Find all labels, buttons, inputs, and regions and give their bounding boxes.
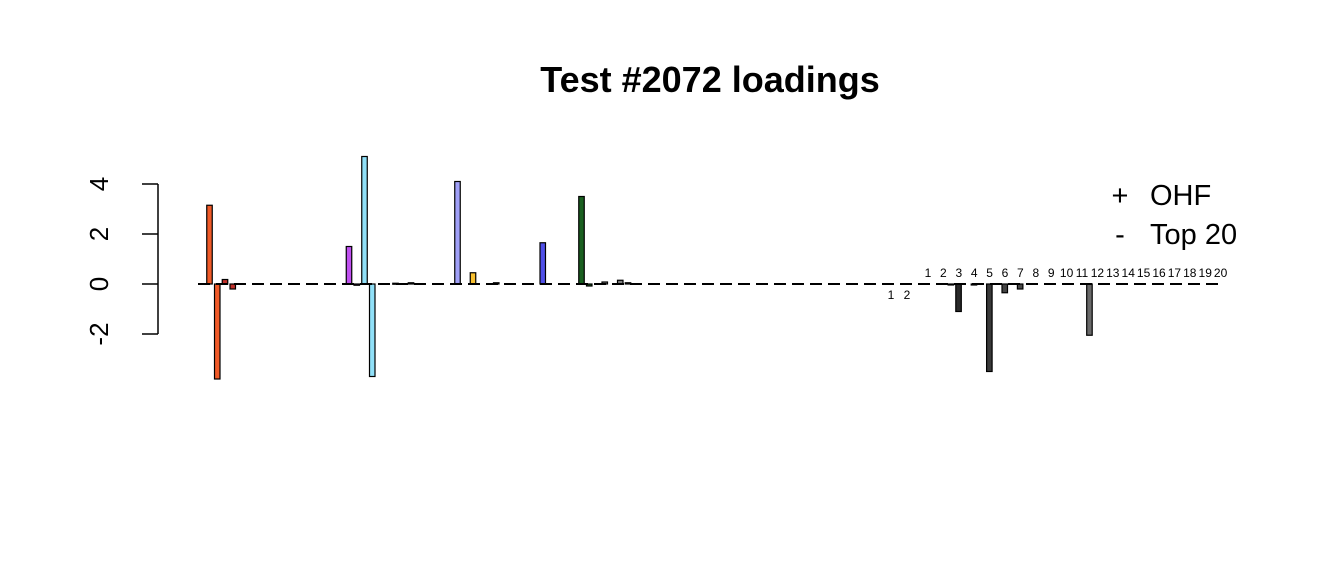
top20-index-label: 20 (1214, 266, 1228, 280)
index-labels-group: 1 2 3 4 5 6 7 8 9 10 11 12 13 14 15 16 17 18 19 201 2 (888, 266, 1228, 302)
bar-ohf (407, 282, 415, 285)
y-tick-label: 0 (84, 277, 114, 291)
bar-ohf (454, 180, 461, 285)
y-tick-label: 4 (84, 177, 114, 191)
top20-index-label: 7 (1017, 266, 1024, 280)
legend-symbol-plus: + (1112, 180, 1129, 212)
bar-ohf (539, 242, 547, 285)
y-axis: -2 0 2 4 (84, 177, 159, 346)
top20-index-label: 9 (1048, 266, 1055, 280)
bar-ohf (345, 245, 353, 285)
top20-index-label: 17 (1168, 266, 1182, 280)
top20-index-label: 6 (1002, 266, 1009, 280)
bar-ohf (213, 283, 221, 380)
top20-index-label: 1 (925, 266, 932, 280)
top20-index-label: 13 (1106, 266, 1120, 280)
bar-ohf (353, 283, 361, 286)
top20-index-label: 12 (1091, 266, 1105, 280)
bar-top20 (1001, 283, 1009, 294)
top20-index-label: 19 (1199, 266, 1213, 280)
top20-index-label: 14 (1122, 266, 1136, 280)
bars-group (206, 155, 1093, 380)
bar-top20 (985, 283, 993, 373)
legend: + OHF - Top 20 (1112, 180, 1238, 251)
bar-top20 (955, 283, 962, 313)
ohf-index-label: 1 (888, 288, 895, 302)
bar-ohf (206, 204, 213, 285)
bar-top20 (947, 283, 955, 286)
top20-index-label: 3 (955, 266, 962, 280)
bar-top20 (1016, 283, 1024, 290)
bar-top20 (1086, 283, 1093, 336)
bar-ohf (469, 272, 477, 285)
ohf-index-label: 2 (904, 288, 911, 302)
y-tick-label: -2 (84, 322, 114, 345)
bar-ohf (368, 283, 376, 378)
bar-ohf (624, 282, 632, 285)
legend-label-ohf: OHF (1150, 180, 1211, 212)
legend-symbol-minus: - (1115, 219, 1125, 251)
top20-index-label: 15 (1137, 266, 1151, 280)
top20-index-label: 8 (1032, 266, 1039, 280)
bar-ohf (361, 155, 368, 285)
chart-title: Test #2072 loadings (540, 59, 879, 100)
top20-index-label: 5 (986, 266, 993, 280)
y-tick-label: 2 (84, 227, 114, 241)
top20-index-label: 4 (971, 266, 978, 280)
top20-index-label: 16 (1152, 266, 1166, 280)
bar-ohf (578, 195, 585, 285)
top20-index-label: 18 (1183, 266, 1197, 280)
top20-index-label: 10 (1060, 266, 1074, 280)
top20-index-label: 11 (1076, 266, 1089, 280)
top20-index-label: 2 (940, 266, 947, 280)
legend-label-top20: Top 20 (1150, 219, 1237, 251)
bar-ohf (229, 283, 237, 290)
